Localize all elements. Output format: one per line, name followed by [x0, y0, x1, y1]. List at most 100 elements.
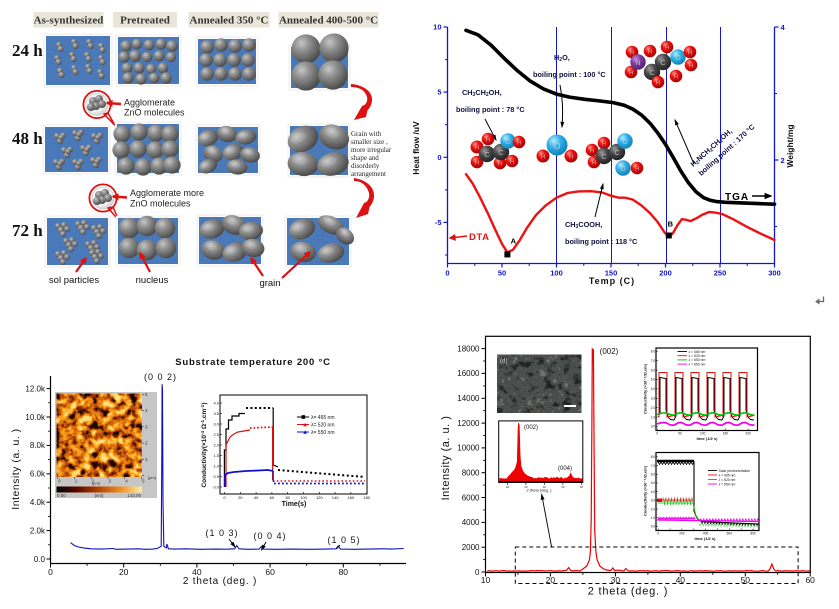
- svg-text:2.0k: 2.0k: [30, 526, 46, 535]
- svg-text:Annealed 350 °C: Annealed 350 °C: [190, 15, 269, 27]
- svg-text:(0 0 4): (0 0 4): [253, 531, 286, 541]
- svg-text:2: 2: [781, 156, 785, 165]
- svg-text:C: C: [498, 148, 504, 157]
- svg-text:5: 5: [145, 392, 148, 397]
- svg-text:2: 2: [145, 441, 148, 446]
- svg-text:0: 0: [223, 495, 226, 500]
- svg-text:CH3CH2OH,: CH3CH2OH,: [462, 88, 502, 98]
- svg-text:1: 1: [145, 457, 148, 462]
- svg-text:H: H: [510, 159, 514, 165]
- svg-text:(d): (d): [500, 359, 507, 365]
- svg-text:3: 3: [108, 479, 111, 484]
- svg-text:H: H: [486, 137, 490, 143]
- svg-text:3.5: 3.5: [213, 411, 219, 416]
- svg-text:8000: 8000: [462, 469, 480, 478]
- svg-text:2.0: 2.0: [651, 507, 656, 511]
- svg-text:H: H: [656, 80, 660, 86]
- svg-text:B: B: [668, 219, 674, 228]
- svg-text:Grain with: Grain with: [351, 130, 382, 138]
- svg-text:arrangement: arrangement: [351, 170, 386, 178]
- svg-text:λ= 550 nm: λ= 550 nm: [311, 430, 335, 436]
- svg-text:A: A: [511, 236, 517, 245]
- svg-text:20: 20: [238, 495, 243, 500]
- svg-text:4: 4: [781, 23, 786, 32]
- svg-text:1.5: 1.5: [213, 453, 219, 458]
- svg-text:200: 200: [679, 532, 685, 536]
- svg-text:Time(s): Time(s): [282, 501, 307, 508]
- svg-text:80: 80: [285, 495, 290, 500]
- svg-text:100: 100: [700, 432, 706, 436]
- svg-text:Intensity (a. u. ): Intensity (a. u. ): [440, 416, 452, 501]
- svg-text:200: 200: [745, 432, 751, 436]
- svg-text:C: C: [614, 148, 620, 157]
- svg-text:1: 1: [75, 479, 78, 484]
- svg-text:As-synthesized: As-synthesized: [34, 15, 104, 27]
- svg-text:H: H: [602, 141, 606, 147]
- svg-text:smaller size ,: smaller size ,: [351, 138, 388, 146]
- svg-text:40: 40: [254, 495, 259, 500]
- svg-text:6.0: 6.0: [651, 368, 656, 372]
- svg-text:4: 4: [145, 408, 148, 413]
- svg-text:0: 0: [656, 432, 658, 436]
- svg-text:0.00: 0.00: [57, 493, 66, 498]
- svg-text:Temp (C): Temp (C): [589, 276, 635, 286]
- svg-text:C: C: [649, 68, 655, 77]
- svg-text:C: C: [601, 152, 607, 161]
- svg-text:100: 100: [550, 269, 563, 278]
- svg-text:ZnO molecules: ZnO molecules: [124, 108, 185, 118]
- svg-text:7.0: 7.0: [651, 464, 656, 468]
- svg-text:18000: 18000: [457, 344, 480, 353]
- svg-text:H: H: [475, 145, 479, 151]
- svg-text:8.0k: 8.0k: [30, 441, 46, 450]
- svg-text:H: H: [665, 45, 669, 51]
- svg-text:H: H: [635, 166, 639, 172]
- svg-text:H: H: [475, 160, 479, 166]
- svg-text:2.0: 2.0: [213, 443, 219, 448]
- svg-text:Agglomerate: Agglomerate: [124, 98, 175, 108]
- svg-text:Conductivity (×10⁻⁴/Ω.cm): Conductivity (×10⁻⁴/Ω.cm): [643, 465, 648, 516]
- svg-text:H2O,: H2O,: [554, 53, 570, 63]
- svg-text:(1 0 3): (1 0 3): [205, 528, 238, 538]
- svg-text:40: 40: [192, 567, 202, 577]
- svg-text:shape and: shape and: [351, 154, 379, 162]
- svg-text:(1 0 5): (1 0 5): [327, 535, 360, 545]
- svg-text:5.0: 5.0: [651, 378, 656, 382]
- svg-text:30: 30: [524, 485, 528, 489]
- svg-text:48 h: 48 h: [12, 129, 43, 148]
- svg-text:800: 800: [750, 532, 756, 536]
- svg-text:0.0: 0.0: [651, 525, 656, 529]
- svg-text:more irregular: more irregular: [351, 146, 392, 154]
- svg-text:8.0: 8.0: [651, 350, 656, 354]
- svg-text:λ= 520 nm: λ= 520 nm: [311, 422, 335, 428]
- svg-text:H: H: [590, 148, 594, 154]
- svg-text:Annealed 400-500 °C: Annealed 400-500 °C: [279, 15, 378, 27]
- svg-text:ZnO molecules: ZnO molecules: [130, 199, 191, 209]
- svg-text:0: 0: [475, 568, 480, 577]
- svg-text:3.0: 3.0: [213, 422, 219, 427]
- svg-text:14000: 14000: [457, 394, 480, 403]
- svg-text:λ = 650 nm: λ = 650 nm: [689, 362, 706, 366]
- svg-text:10: 10: [481, 575, 491, 585]
- svg-text:0: 0: [657, 532, 659, 536]
- svg-text:(µm): (µm): [92, 481, 101, 486]
- svg-text:6.0: 6.0: [651, 473, 656, 477]
- svg-text:2.0: 2.0: [651, 406, 656, 410]
- svg-text:16000: 16000: [457, 369, 480, 378]
- svg-text:2: 2: [92, 479, 95, 484]
- svg-text:3: 3: [145, 424, 148, 429]
- svg-text:C: C: [484, 150, 490, 159]
- svg-text:Agglomerate more: Agglomerate more: [130, 188, 204, 198]
- svg-text:0.0: 0.0: [34, 555, 46, 564]
- svg-text:2.5: 2.5: [213, 432, 219, 437]
- svg-text:30: 30: [611, 575, 621, 585]
- svg-text:4: 4: [125, 479, 128, 484]
- svg-text:DTA: DTA: [469, 232, 490, 243]
- svg-text:6.0k: 6.0k: [30, 470, 46, 479]
- svg-text:O: O: [505, 139, 511, 146]
- svg-text:[nm]: [nm]: [95, 493, 104, 498]
- svg-text:H: H: [629, 70, 633, 76]
- svg-text:0: 0: [58, 479, 61, 484]
- svg-text:boiling point : 78 °C: boiling point : 78 °C: [456, 105, 525, 114]
- svg-text:60: 60: [270, 495, 275, 500]
- svg-text:Conductivity(×10-4 Ω-1.cm-1): Conductivity(×10-4 Ω-1.cm-1): [200, 402, 208, 487]
